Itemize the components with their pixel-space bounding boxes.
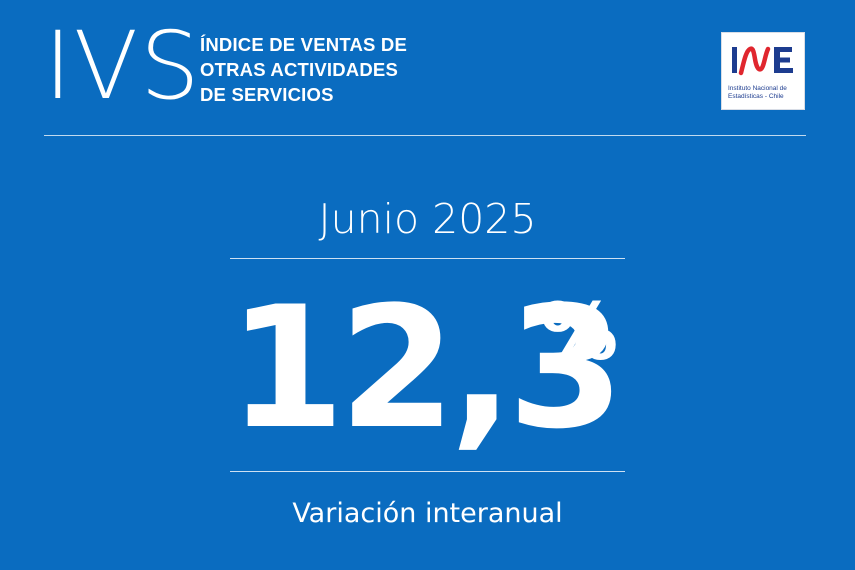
logo-letter-e: [774, 47, 793, 73]
title-line-2: OTRAS ACTIVIDADES: [200, 59, 399, 80]
period-label: Junio 2025: [318, 195, 537, 243]
logo-letter-i: [732, 47, 737, 73]
value-description: Variación interanual: [292, 498, 563, 529]
logo-caption-line-1: Instituto Nacional de: [728, 85, 787, 92]
ivs-acronym: IVS: [44, 12, 202, 121]
report-title: ÍNDICE DE VENTAS DE OTRAS ACTIVIDADES DE…: [200, 32, 460, 107]
value-number: 12,3: [228, 270, 625, 466]
logo-caption: Instituto Nacional de Estadísticas - Chi…: [728, 85, 802, 100]
percent-sign: %: [540, 288, 619, 378]
value-top-divider: [230, 258, 625, 259]
ine-logo-mark: [732, 46, 793, 76]
headline-value: 12,3 %: [228, 268, 628, 468]
title-line-1: ÍNDICE DE VENTAS DE: [200, 34, 407, 55]
value-bottom-divider: [230, 471, 625, 472]
logo-caption-line-2: Estadísticas - Chile: [728, 92, 784, 100]
title-line-3: DE SERVICIOS: [200, 84, 334, 105]
logo-letter-n: [738, 46, 771, 76]
ine-logo: Instituto Nacional de Estadísticas - Chi…: [721, 32, 805, 110]
header-divider: [44, 135, 806, 136]
